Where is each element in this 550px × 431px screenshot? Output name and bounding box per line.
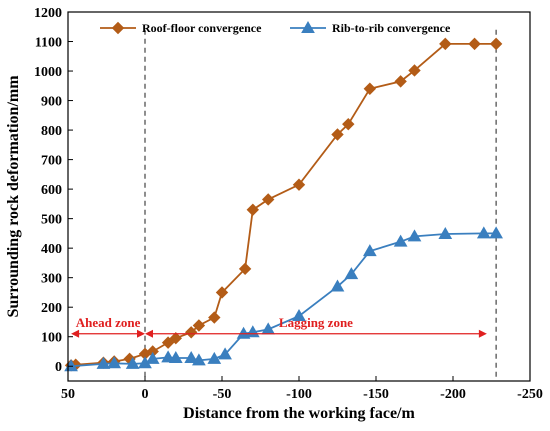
data-point [344,267,359,280]
x-axis-label: Distance from the working face/m [183,405,415,422]
data-point [192,353,206,366]
y-tick-label: 700 [41,154,62,169]
data-point [394,75,407,88]
data-point [125,356,140,369]
y-tick-label: 500 [41,213,62,228]
axes-layer: 0100200300400500600700800900100011001200… [34,6,543,402]
data-point [238,262,252,276]
data-point [168,350,183,363]
y-tick-label: 0 [55,360,62,375]
x-tick-label: -50 [213,387,232,402]
series-layer [64,37,503,372]
data-point [184,350,199,363]
data-point [438,226,453,239]
data-point [407,229,422,242]
x-tick-label: -200 [440,387,466,402]
data-point [208,311,221,324]
data-point [215,286,229,299]
data-point [261,193,275,206]
data-point [184,326,198,339]
data-point [261,322,276,335]
x-tick-label: -100 [286,387,312,402]
y-axis-label: Surrounding rock deformation/mm [5,75,22,318]
zone-arrowhead [478,329,487,338]
y-tick-label: 200 [41,301,62,316]
zone-arrowhead [137,329,145,338]
data-point [342,117,355,131]
data-point [145,351,160,364]
x-tick-label: -250 [517,387,543,402]
zone-arrowhead [145,329,153,338]
y-tick-label: 1000 [34,65,62,80]
legend-marker [301,20,315,33]
reference-lines-layer [144,29,497,381]
data-point [292,178,306,191]
zone-label: Ahead zone [76,315,141,330]
x-tick-label: 50 [61,387,75,402]
data-point [246,203,260,216]
zones-layer: Ahead zone Lagging zone [71,315,487,338]
y-tick-label: 1200 [34,6,62,21]
data-point [96,356,111,369]
y-tick-label: 1100 [35,36,62,51]
data-point [161,336,175,349]
data-point [489,226,503,239]
data-point [408,64,421,77]
data-point [330,279,345,292]
x-tick-label: 0 [142,387,149,402]
data-point [236,326,251,339]
legend-label: Roof-floor convergence [142,21,262,35]
data-point [393,234,408,247]
data-point [169,331,183,345]
y-tick-label: 800 [41,124,62,139]
data-point [207,351,222,364]
y-tick-label: 100 [41,331,62,346]
y-tick-label: 900 [41,95,62,110]
legend: Roof-floor convergence Rib-to-rib converg… [100,20,451,35]
legend-label: Rib-to-rib convergence [332,21,451,35]
legend-marker [111,21,125,35]
data-point [468,37,481,51]
data-point [362,244,377,257]
series-line-1 [71,232,497,368]
data-point [331,128,344,141]
zone-label: Lagging zone [279,315,353,330]
x-tick-label: -150 [363,387,389,402]
data-point [439,37,452,51]
y-tick-label: 600 [41,183,62,198]
data-point [218,347,232,360]
data-point [107,356,122,369]
y-tick-label: 400 [41,242,62,257]
data-point [489,37,503,51]
data-point [363,82,377,95]
data-point [192,319,206,332]
y-tick-label: 300 [41,272,62,287]
data-point [476,226,491,239]
zone-arrowhead [71,329,80,338]
data-point [292,309,306,322]
